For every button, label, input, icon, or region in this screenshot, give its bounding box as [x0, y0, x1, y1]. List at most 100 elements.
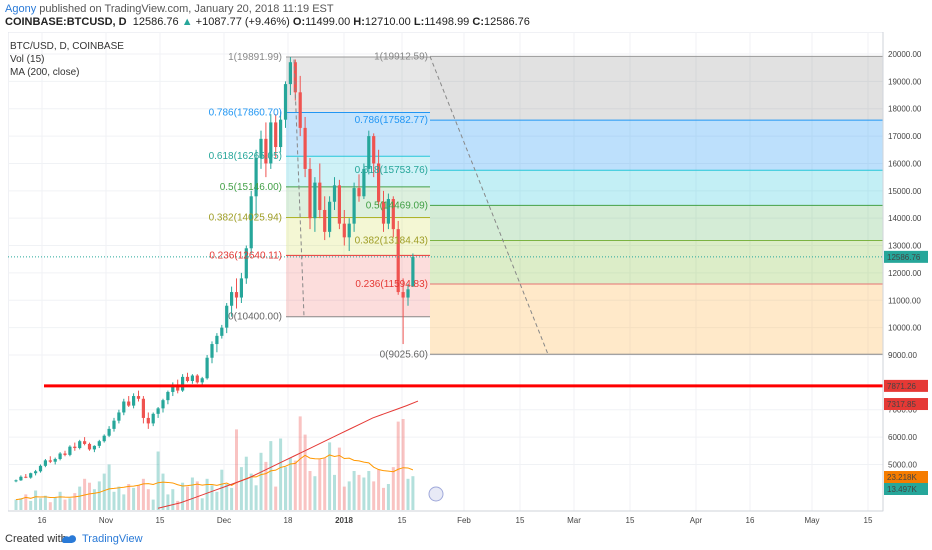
candle-body[interactable] — [34, 471, 38, 474]
candle-body[interactable] — [127, 401, 131, 406]
retracement-line[interactable] — [293, 59, 305, 317]
candle-body[interactable] — [181, 376, 185, 391]
candle-body[interactable] — [298, 92, 302, 128]
candle-body[interactable] — [53, 458, 57, 462]
candle-body[interactable] — [244, 248, 248, 279]
candle-body[interactable] — [176, 385, 180, 391]
candle-body[interactable] — [411, 256, 415, 287]
candle-body[interactable] — [391, 199, 395, 230]
candle-body[interactable] — [249, 196, 253, 249]
legend-volume[interactable]: Vol (15) — [10, 54, 45, 65]
candle-body[interactable] — [205, 357, 209, 379]
candle-body[interactable] — [259, 138, 263, 158]
candle-body[interactable] — [78, 441, 82, 449]
calendar-event-icon[interactable] — [428, 486, 444, 502]
candle-body[interactable] — [220, 327, 224, 336]
price-chart[interactable]: 1(19891.99) 0.786(17860.70) 0.618(16265.05… — [7, 31, 930, 528]
candle-body[interactable] — [171, 385, 175, 392]
candle-body[interactable] — [313, 182, 317, 219]
candle-body[interactable] — [367, 136, 371, 169]
candle-body[interactable] — [264, 138, 268, 164]
volume-bar — [171, 489, 175, 510]
candle-body[interactable] — [377, 163, 381, 202]
x-tick-label: 16 — [746, 516, 755, 525]
candle-body[interactable] — [83, 441, 87, 444]
candle-body[interactable] — [332, 185, 337, 202]
candle-body[interactable] — [293, 62, 297, 93]
candle-body[interactable] — [269, 122, 273, 164]
candle-body[interactable] — [234, 292, 239, 298]
candle-body[interactable] — [73, 446, 77, 449]
candle-body[interactable] — [107, 428, 111, 436]
candle-body[interactable] — [283, 84, 288, 120]
candle-body[interactable] — [24, 476, 28, 478]
candle-body[interactable] — [288, 62, 292, 85]
candle-body[interactable] — [239, 278, 243, 298]
candle-body[interactable] — [406, 289, 410, 298]
candle-body[interactable] — [19, 476, 23, 481]
candle-body[interactable] — [328, 201, 332, 232]
candle-body[interactable] — [122, 401, 126, 413]
candle-body[interactable] — [200, 378, 204, 383]
candle-body[interactable] — [308, 168, 312, 219]
author-link[interactable]: Agony — [5, 3, 37, 15]
candle-body[interactable] — [161, 400, 165, 409]
candle-body[interactable] — [215, 335, 219, 345]
candle-body[interactable] — [166, 391, 170, 401]
candle-body[interactable] — [112, 420, 116, 429]
candle-body[interactable] — [352, 188, 356, 224]
candle-body[interactable] — [396, 229, 400, 293]
candle-body[interactable] — [362, 168, 366, 197]
volume-bar — [58, 491, 62, 510]
candle-body[interactable] — [87, 443, 92, 450]
candle-body[interactable] — [97, 441, 101, 446]
volume-bar — [235, 429, 238, 510]
candle-body[interactable] — [386, 199, 390, 224]
candle-body[interactable] — [230, 292, 234, 306]
candle-body[interactable] — [381, 201, 386, 224]
volume-bar — [298, 416, 302, 510]
candle-body[interactable] — [132, 396, 136, 406]
candle-body[interactable] — [136, 396, 141, 399]
candle-body[interactable] — [146, 417, 150, 424]
candle-body[interactable] — [190, 375, 194, 381]
candle-body[interactable] — [63, 453, 67, 455]
candle-body[interactable] — [92, 445, 96, 450]
candle-body[interactable] — [279, 119, 283, 148]
candle-body[interactable] — [318, 182, 322, 210]
candle-body[interactable] — [68, 446, 72, 455]
candle-body[interactable] — [151, 413, 155, 424]
candle-body[interactable] — [102, 435, 106, 442]
candle-body[interactable] — [254, 157, 258, 197]
candle-body[interactable] — [117, 412, 121, 421]
chart-legend: BTC/USD, D, COINBASE Vol (15) MA (200, c… — [10, 40, 124, 79]
candle-body[interactable] — [156, 408, 160, 414]
candle-body[interactable] — [38, 465, 43, 472]
candle-body[interactable] — [48, 460, 52, 462]
candle-body[interactable] — [195, 375, 199, 383]
candle-body[interactable] — [225, 305, 229, 328]
candle-body[interactable] — [29, 473, 33, 478]
volume-bar — [68, 498, 72, 510]
projection-line[interactable] — [429, 56, 549, 355]
candle-body[interactable] — [372, 136, 376, 164]
candle-body[interactable] — [274, 122, 278, 148]
candle-body[interactable] — [347, 223, 351, 238]
candle-body[interactable] — [141, 398, 145, 418]
candle-body[interactable] — [210, 344, 214, 358]
volume-bar — [107, 464, 111, 510]
candle-body[interactable] — [58, 453, 62, 459]
candle-body[interactable] — [14, 480, 18, 482]
candle-body[interactable] — [323, 209, 327, 232]
candle-body[interactable] — [185, 376, 190, 381]
candle-body[interactable] — [337, 185, 341, 224]
candle-body[interactable] — [357, 188, 361, 197]
legend-ma[interactable]: MA (200, close) — [10, 67, 80, 78]
candle-body[interactable] — [342, 223, 346, 238]
candle-body[interactable] — [43, 460, 47, 466]
tradingview-link[interactable]: TradingView — [82, 533, 143, 545]
candle-body[interactable] — [303, 127, 307, 169]
candle-body[interactable] — [401, 292, 405, 298]
ma-badge: 7317.85 — [887, 400, 916, 409]
chart-area[interactable]: 1(19891.99) 0.786(17860.70) 0.618(16265.05… — [7, 31, 930, 528]
